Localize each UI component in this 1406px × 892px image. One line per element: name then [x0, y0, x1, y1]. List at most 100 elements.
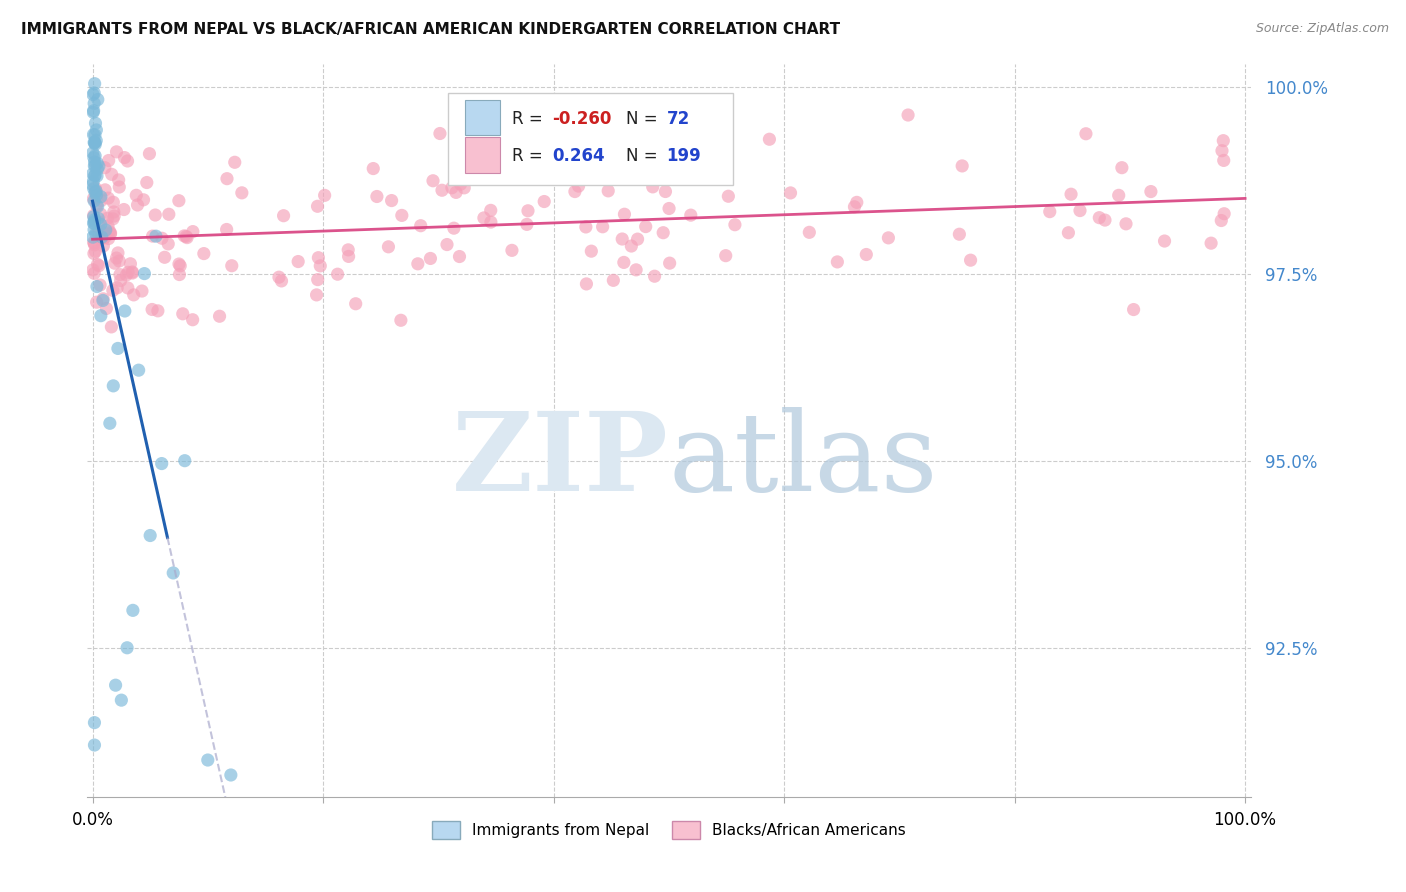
Point — [90, 190, 112, 204]
Point — [1153, 234, 1175, 248]
Point — [361, 161, 384, 176]
Point — [94, 223, 117, 237]
Point — [82, 167, 104, 181]
Point — [83, 235, 105, 250]
Point — [117, 265, 139, 279]
Point — [581, 244, 603, 259]
Point — [219, 768, 242, 782]
Point — [86, 156, 108, 170]
Point — [83, 223, 105, 237]
Bar — [465, 137, 501, 172]
Point — [138, 146, 160, 161]
Point — [714, 249, 737, 263]
Point — [1140, 185, 1163, 199]
Point — [1108, 188, 1130, 202]
Point — [84, 184, 107, 198]
Point — [430, 183, 453, 197]
Point — [105, 145, 128, 159]
Point — [121, 265, 143, 279]
Point — [83, 216, 105, 230]
Point — [101, 211, 124, 226]
Point — [634, 219, 657, 234]
Point — [107, 246, 129, 260]
Point — [84, 181, 107, 195]
Point — [108, 268, 131, 282]
Point — [82, 178, 104, 192]
Point — [84, 128, 107, 142]
Point — [83, 238, 105, 252]
Point — [87, 93, 110, 107]
Point — [86, 169, 108, 183]
Point — [125, 188, 148, 202]
Point — [564, 185, 586, 199]
Point — [89, 215, 111, 229]
Point — [97, 153, 120, 168]
Text: ZIP: ZIP — [453, 407, 669, 514]
Point — [644, 269, 666, 284]
Point — [128, 363, 150, 377]
Point — [115, 268, 138, 282]
Point — [844, 200, 866, 214]
Point — [173, 453, 195, 467]
Point — [97, 219, 120, 234]
Point — [419, 252, 441, 266]
Point — [131, 284, 153, 298]
Point — [598, 184, 620, 198]
Point — [83, 738, 105, 752]
Point — [1212, 134, 1234, 148]
Point — [613, 207, 636, 221]
Point — [84, 186, 107, 200]
Point — [172, 307, 194, 321]
Point — [855, 247, 877, 261]
Point — [91, 293, 114, 308]
Point — [337, 243, 360, 257]
Point — [97, 231, 120, 245]
Point — [127, 198, 149, 212]
Point — [612, 232, 634, 246]
Point — [215, 171, 238, 186]
Point — [1122, 302, 1144, 317]
Point — [107, 342, 129, 356]
Point — [86, 279, 108, 293]
Point — [83, 169, 105, 183]
Point — [526, 146, 548, 161]
Point — [1115, 217, 1137, 231]
Point — [83, 103, 105, 118]
Point — [86, 257, 108, 271]
Point — [1212, 153, 1234, 168]
Point — [602, 273, 624, 287]
Point — [83, 212, 105, 227]
Point — [366, 189, 388, 203]
Point — [575, 219, 598, 234]
Point — [679, 208, 702, 222]
Point — [87, 225, 110, 239]
Point — [103, 209, 125, 223]
Point — [215, 222, 238, 236]
Point — [105, 281, 128, 295]
Point — [307, 251, 329, 265]
Point — [82, 216, 104, 230]
Point — [948, 227, 970, 242]
Point — [654, 185, 676, 199]
Point — [122, 288, 145, 302]
Point — [224, 155, 246, 169]
Point — [83, 715, 105, 730]
Point — [845, 195, 868, 210]
Point — [150, 231, 173, 245]
Point — [391, 208, 413, 222]
Point — [897, 108, 920, 122]
Point — [436, 237, 458, 252]
Point — [90, 309, 112, 323]
Point — [90, 230, 112, 244]
Point — [162, 566, 184, 580]
Point — [479, 215, 502, 229]
Bar — [465, 100, 501, 136]
Point — [82, 145, 104, 160]
Point — [150, 457, 173, 471]
Point — [135, 176, 157, 190]
Point — [344, 297, 367, 311]
Point — [94, 161, 117, 175]
Point — [82, 192, 104, 206]
Point — [169, 259, 191, 273]
Text: 199: 199 — [666, 146, 702, 165]
